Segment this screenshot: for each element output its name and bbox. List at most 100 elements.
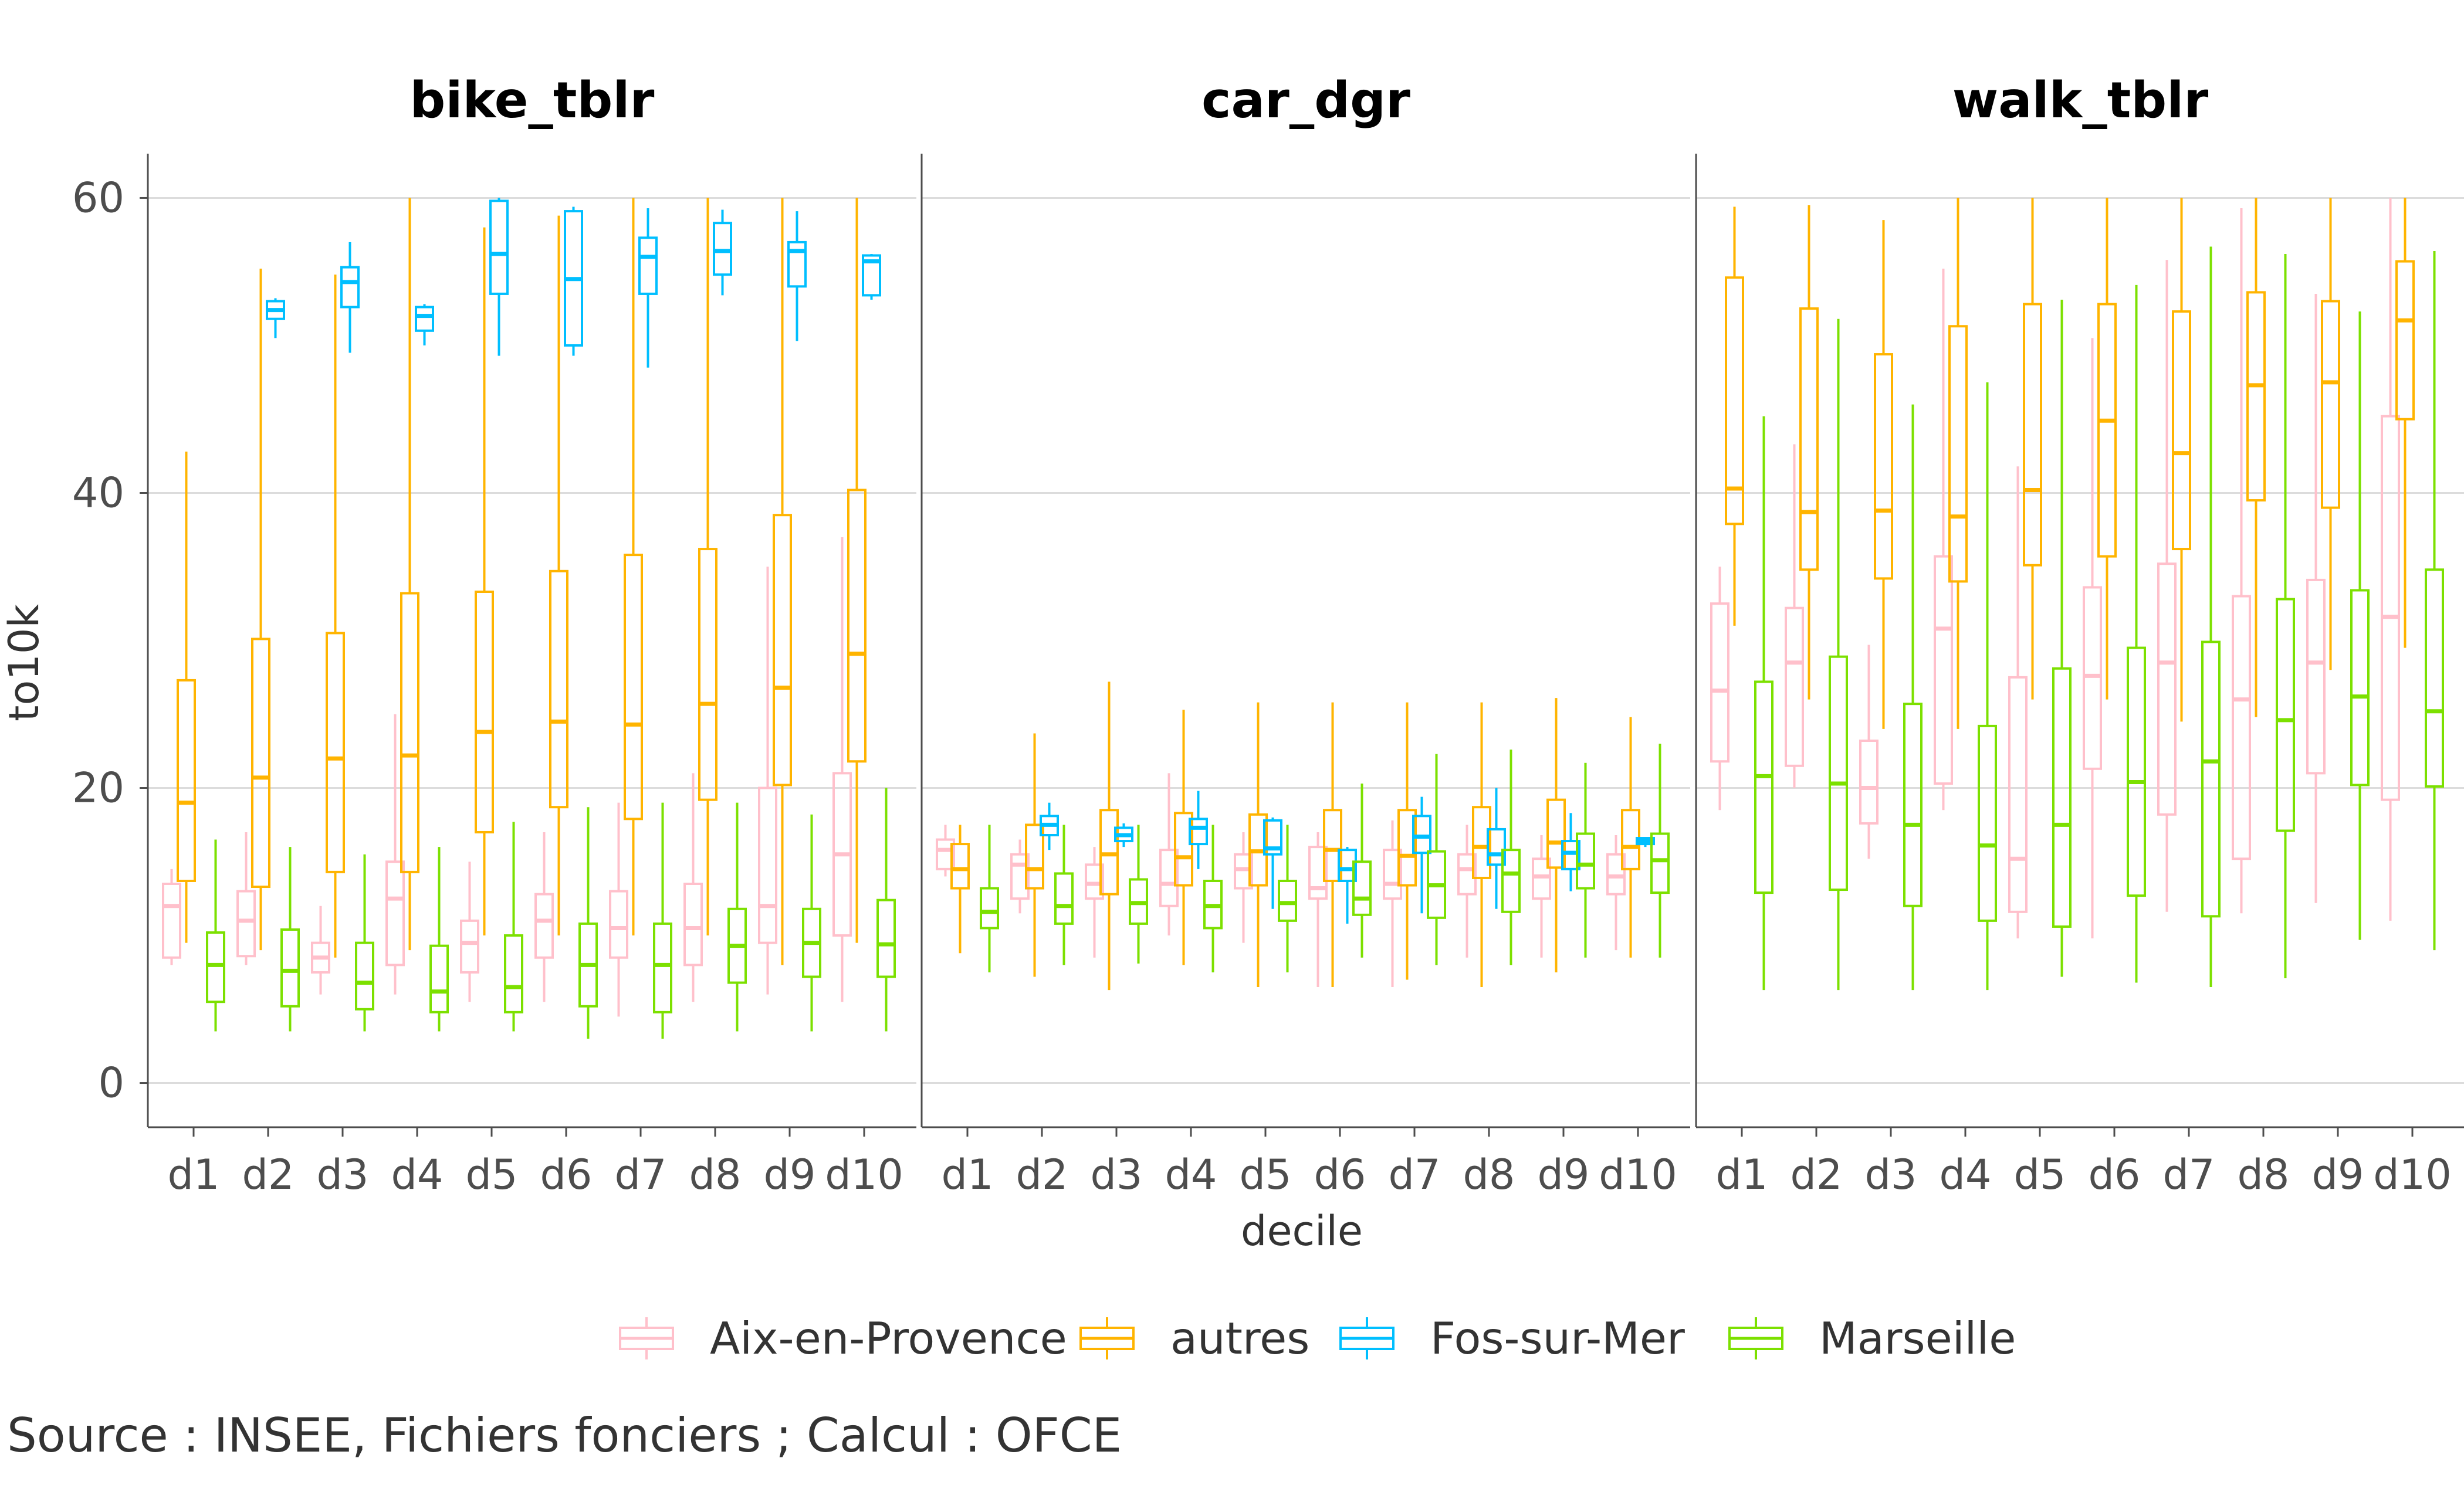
box-Fos-sur-Mer-d3	[340, 242, 360, 353]
box-body	[489, 199, 509, 295]
x-tick-label: d3	[317, 1151, 369, 1199]
box-body	[1561, 840, 1580, 870]
box-Marseille-d2	[280, 847, 300, 1032]
box-Aix-en-Provence-d8	[1457, 825, 1477, 958]
box-Aix-en-Provence-d9	[1532, 835, 1551, 958]
box-Marseille-d7	[1427, 754, 1446, 965]
panel-bike_tblr: 0 20 40 60 bike_tblr d1 d2 d3 d4 d5 d6 d7 d8 d9 d10	[72, 72, 916, 1199]
box-body	[1606, 853, 1626, 896]
legend-label: Aix-en-Provence	[710, 1313, 1067, 1364]
box-Marseille-d9	[1576, 762, 1595, 958]
box-Marseille-d10	[876, 788, 896, 1032]
box-Aix-en-Provence-d7	[1383, 820, 1402, 988]
x-axis-title: decile	[1241, 1207, 1363, 1255]
box-body	[787, 240, 807, 288]
box-Marseille-d7	[653, 802, 672, 1039]
box-Fos-sur-Mer-d10	[862, 254, 881, 300]
x-tick-label: d8	[689, 1151, 742, 1199]
box-Marseille-d2	[1829, 318, 1848, 991]
box-Marseille-d9	[802, 814, 821, 1032]
box-body	[2246, 291, 2266, 502]
box-body	[1099, 809, 1119, 896]
box-body	[549, 569, 568, 809]
box-autres-d1	[177, 452, 196, 943]
x-tick-label: d2	[1016, 1151, 1068, 1199]
box-body	[1978, 724, 1997, 922]
box-Marseille-d6	[578, 807, 598, 1039]
box-Marseille-d8	[727, 802, 747, 1032]
box-Aix-en-Provence-d7	[2157, 260, 2177, 912]
box-Aix-en-Provence-d6	[1308, 832, 1328, 988]
box-Marseille-d3	[355, 854, 374, 1032]
box-autres-d10	[2395, 198, 2415, 648]
box-Aix-en-Provence-d6	[2083, 338, 2102, 939]
box-Aix-en-Provence-d9	[2306, 293, 2326, 903]
box-autres-d1	[950, 825, 970, 954]
x-tick-label: d8	[2238, 1151, 2290, 1199]
box-body	[340, 266, 360, 308]
box-Fos-sur-Mer-d8	[713, 209, 732, 296]
x-tick-label: d5	[1240, 1151, 1292, 1199]
x-tick-label: d3	[1865, 1151, 1917, 1199]
box-body	[2425, 568, 2444, 788]
box-body	[1323, 809, 1342, 882]
box-body	[1234, 853, 1253, 890]
box-body	[2201, 640, 2221, 918]
box-Aix-en-Provence-d2	[1785, 444, 1804, 788]
x-tick-label: d10	[2373, 1151, 2452, 1199]
box-Marseille-d1	[1754, 416, 1773, 991]
box-body	[280, 928, 300, 1008]
box-body	[638, 236, 658, 295]
legend-label: autres	[1170, 1313, 1309, 1364]
y-tick-label: 20	[72, 764, 124, 812]
box-body	[429, 944, 449, 1013]
box-body	[177, 679, 196, 882]
box-body	[236, 890, 256, 958]
y-tick-label: 60	[72, 174, 124, 222]
legend-item-Marseille: Marseille	[1728, 1313, 2016, 1364]
y-axis-title: to10k	[0, 604, 48, 721]
box-Aix-en-Provence-d10	[832, 537, 852, 1002]
box-Aix-en-Provence-d6	[534, 832, 554, 1002]
box-body	[1338, 849, 1357, 882]
box-body	[1785, 606, 1804, 767]
box-body	[2395, 260, 2415, 421]
box-body	[2172, 310, 2191, 551]
box-body	[1650, 832, 1670, 894]
box-Marseille-d7	[2201, 246, 2221, 988]
box-body	[1085, 863, 1104, 900]
box-body	[1754, 680, 1773, 894]
box-Marseille-d9	[2350, 311, 2370, 940]
box-autres-d9	[1546, 698, 1566, 972]
box-autres-d3	[1874, 220, 1893, 729]
box-body	[1472, 806, 1491, 879]
box-Aix-en-Provence-d5	[460, 862, 479, 1002]
box-autres-d5	[475, 227, 494, 936]
box-Marseille-d10	[2425, 251, 2444, 951]
box-Marseille-d5	[504, 822, 523, 1032]
box-body	[1710, 602, 1729, 763]
box-body	[713, 222, 732, 276]
box-body	[385, 860, 405, 967]
y-tick-label: 40	[72, 469, 124, 517]
box-body	[1859, 740, 1879, 825]
box-body	[2350, 589, 2370, 786]
box-Aix-en-Provence-d4	[1934, 269, 1953, 811]
box-Fos-sur-Mer-d2	[1040, 802, 1059, 850]
box-Marseille-d4	[1978, 382, 1997, 991]
box-body	[2008, 676, 2028, 913]
box-Aix-en-Provence-d4	[385, 714, 405, 995]
box-body	[206, 931, 225, 1003]
box-Fos-sur-Mer-d9	[787, 211, 807, 341]
box-autres-d8	[2246, 198, 2266, 717]
box-Aix-en-Provence-d7	[609, 802, 628, 1017]
box-body	[1934, 555, 1953, 785]
x-tick-label: d2	[1791, 1151, 1843, 1199]
box-body	[2127, 646, 2146, 897]
box-body	[1010, 853, 1030, 900]
box-body	[1174, 812, 1193, 887]
legend-item-autres: autres	[1079, 1313, 1309, 1364]
box-Marseille-d8	[1501, 750, 1521, 965]
